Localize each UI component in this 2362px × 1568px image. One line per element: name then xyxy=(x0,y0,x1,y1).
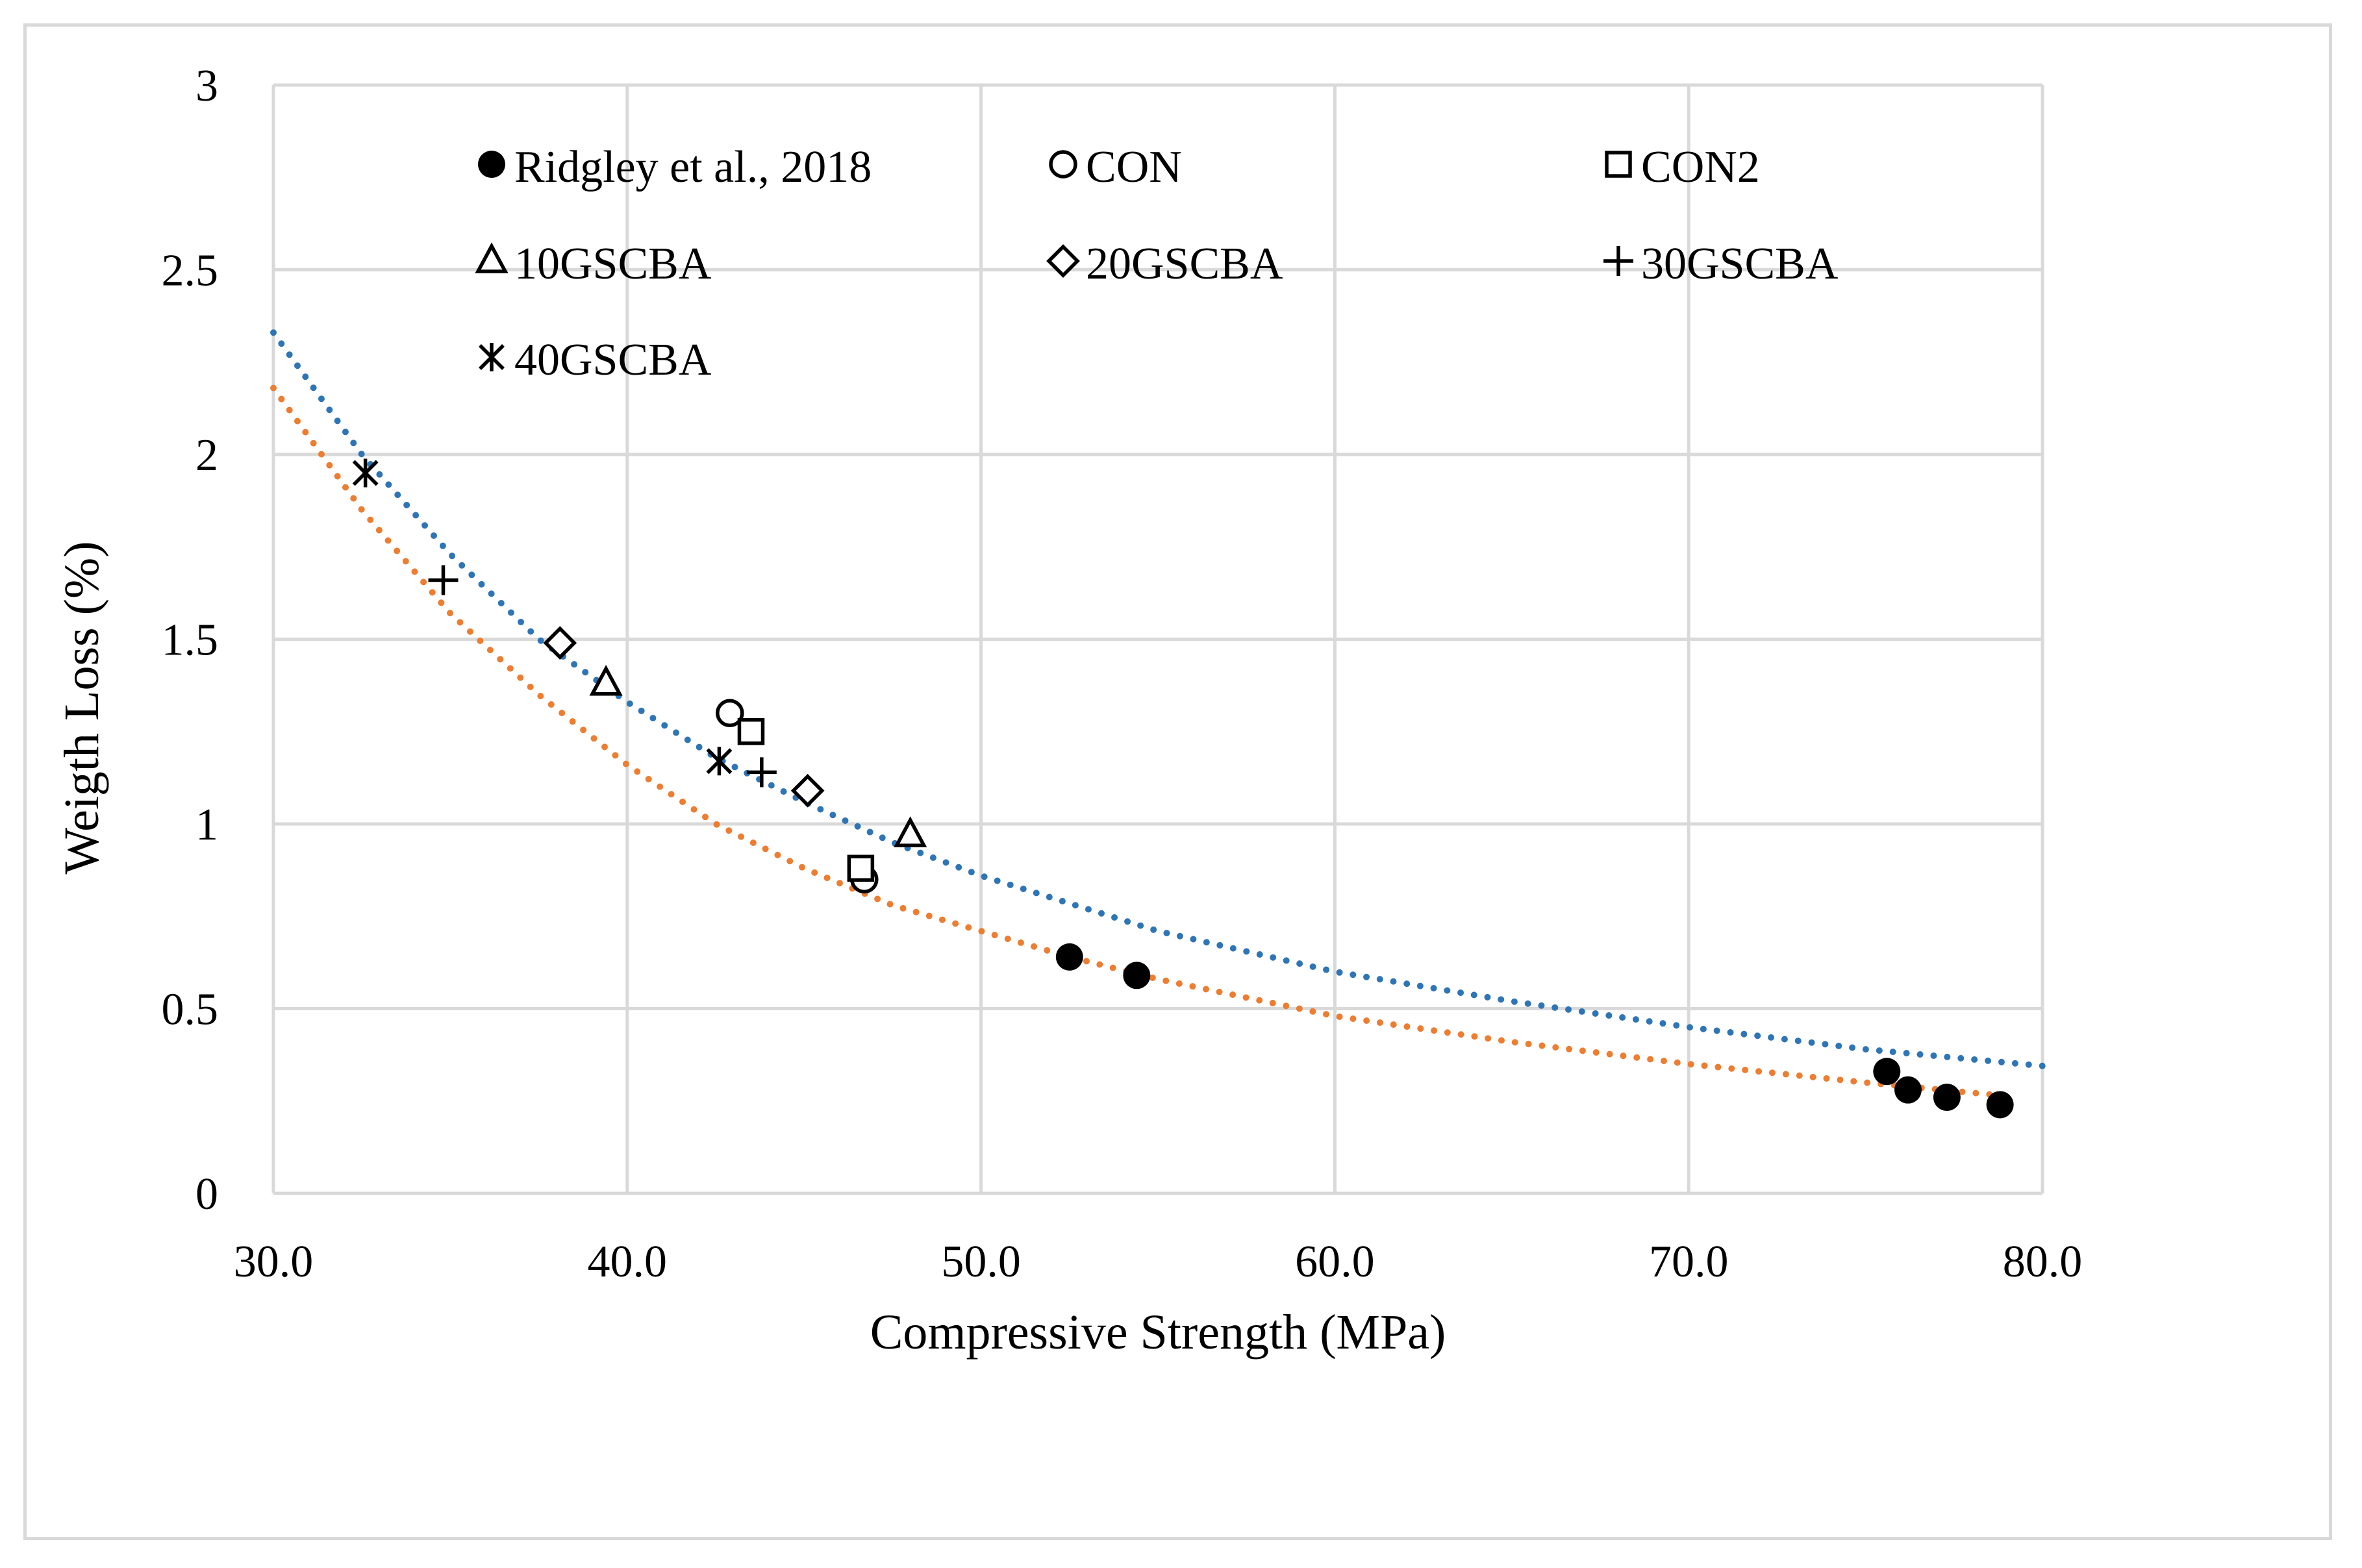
data-point-asterisk xyxy=(352,458,379,488)
legend-marker-open-diamond xyxy=(1046,244,1080,278)
data-point-open-circle xyxy=(716,699,744,728)
legend-marker-open-circle xyxy=(1049,150,1077,179)
data-point-plus xyxy=(428,565,459,595)
legend-label: 10GSCBA xyxy=(514,239,712,289)
legend-label: 30GSCBA xyxy=(1641,239,1839,289)
y-tick-label: 2.5 xyxy=(162,246,219,296)
data-point-filled-circle xyxy=(1894,1076,1922,1104)
x-tick-label: 60.0 xyxy=(1295,1237,1375,1287)
data-point-asterisk xyxy=(706,747,733,776)
chart-svg: 30.0 40.0 50.0 60.0 70.0 80.0 0 0.5 1 1.5 2 2.5 3 Ri… xyxy=(55,61,2083,1360)
legend-marker-filled-circle xyxy=(478,151,505,178)
legend-label: 20GSCBA xyxy=(1086,239,1283,289)
y-tick-label: 0.5 xyxy=(162,985,219,1035)
data-point-filled-circle xyxy=(1986,1091,2014,1119)
data-point-plus xyxy=(746,757,777,788)
data-point-filled-circle xyxy=(1055,943,1083,971)
x-tick-label: 50.0 xyxy=(941,1237,1021,1287)
x-tick-label: 30.0 xyxy=(234,1237,314,1287)
chart-frame: 30.0 40.0 50.0 60.0 70.0 80.0 0 0.5 1 1.5 2 2.5 3 Ri… xyxy=(23,23,2332,1540)
legend-marker-plus xyxy=(1603,246,1633,276)
legend-marker-asterisk xyxy=(479,343,505,371)
x-axis-title: Compressive Strength (MPa) xyxy=(870,1305,1446,1360)
data-point-filled-circle xyxy=(1123,962,1151,989)
data-point-open-diamond xyxy=(543,626,577,660)
trendline-1 xyxy=(270,384,2004,1099)
data-point-open-triangle xyxy=(894,816,927,847)
y-tick-label: 1 xyxy=(195,800,218,850)
y-axis-title: Weigth Loss (%) xyxy=(55,541,109,874)
data-point-open-triangle xyxy=(589,664,623,696)
legend-label: CON xyxy=(1086,142,1182,192)
data-point-open-square xyxy=(847,854,875,882)
data-point-open-diamond xyxy=(790,773,825,808)
legend-marker-open-square xyxy=(1605,151,1632,178)
x-tick-label: 80.0 xyxy=(2003,1237,2083,1287)
y-tick-label: 1.5 xyxy=(162,616,219,666)
data-point-filled-circle xyxy=(1873,1058,1901,1086)
data-point-open-square xyxy=(737,718,765,745)
legend-marker-open-triangle xyxy=(475,242,509,273)
legend-label: CON2 xyxy=(1641,142,1760,192)
y-tick-label: 3 xyxy=(195,61,218,111)
legend-label: 40GSCBA xyxy=(514,335,712,385)
data-point-filled-circle xyxy=(1933,1084,1961,1112)
y-tick-label: 2 xyxy=(195,430,218,480)
trendline-0 xyxy=(270,329,2046,1069)
x-tick-label: 40.0 xyxy=(588,1237,668,1287)
y-tick-label: 0 xyxy=(195,1169,218,1219)
x-tick-label: 70.0 xyxy=(1649,1237,1729,1287)
legend-label: Ridgley et al., 2018 xyxy=(514,142,872,192)
